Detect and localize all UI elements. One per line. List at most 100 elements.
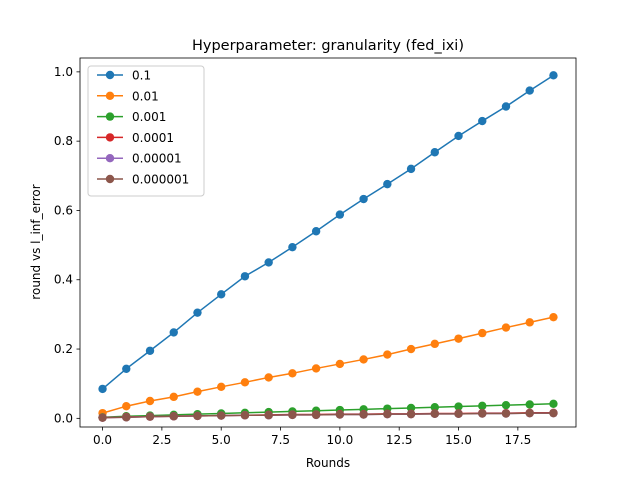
legend-label: 0.1 [132,69,151,83]
data-point [406,344,416,354]
axes-frame [79,57,577,428]
data-point [501,102,511,111]
legend-label: 0.00001 [132,152,182,166]
data-point [98,413,107,422]
data-point [288,369,297,378]
data-point [359,410,368,419]
data-point [501,400,511,410]
y-tick-label: 0.8 [54,134,73,148]
data-point [549,71,558,80]
data-point [525,86,534,95]
data-point [288,410,297,420]
data-point [98,384,107,394]
data-point [264,373,273,382]
data-point [217,382,226,392]
data-point [311,410,321,420]
legend-marker [105,91,115,101]
x-tick-label: 2.5 [152,433,171,447]
data-point [217,411,226,420]
data-point [335,410,345,419]
data-point [406,409,416,419]
data-point [549,312,558,322]
y-tick-label: 0.2 [54,342,73,356]
data-point [193,387,202,396]
data-point [501,409,511,418]
data-point [525,408,534,418]
y-tick-label: 0.4 [54,273,73,287]
x-tick-label: 5.0 [212,433,231,447]
legend-item: 0.1 [97,69,151,83]
data-point [311,227,321,236]
legend-box [87,65,205,197]
y-axis: 0.0 0.2 0.4 0.6 0.8 1.0 [54,65,80,425]
legend-item: 0.01 [97,89,159,103]
x-axis: 0.0 2.5 5.0 7.5 10.0 12.5 15.0 17.5 [93,427,531,447]
data-point [383,179,392,189]
x-axis-label: Rounds [306,456,350,470]
legend-marker [105,174,115,184]
legend-label: 0.01 [132,89,159,103]
data-point [264,258,273,267]
data-point [549,408,558,418]
y-tick-label: 0.6 [54,203,73,217]
y-tick-label: 1.0 [54,65,73,79]
y-tick-label: 0.0 [54,411,73,425]
data-point [430,148,439,157]
data-point [240,378,250,387]
data-point [383,409,392,419]
x-tick-label: 7.5 [271,433,290,447]
data-point [169,328,178,337]
data-point [122,413,131,422]
data-point [122,402,131,411]
plot-area [79,57,577,428]
data-point [240,272,250,281]
data-point [145,346,155,355]
x-tick-label: 10.0 [327,433,354,447]
legend-item: 0.000001 [97,173,189,187]
data-point [145,412,155,421]
legend-label: 0.001 [132,110,166,124]
data-point [525,318,534,327]
x-tick-label: 17.5 [504,433,531,447]
legend-label: 0.0001 [132,131,174,145]
x-tick-label: 12.5 [386,433,413,447]
series-1 [98,312,558,418]
data-point [478,409,487,418]
data-point [430,403,439,412]
data-point [430,409,439,419]
data-point [406,164,416,174]
data-point [478,116,487,126]
data-point [430,339,439,349]
data-point [169,412,178,421]
legend-item: 0.00001 [97,152,182,166]
legend-item: 0.001 [97,110,166,124]
data-point [406,403,416,413]
data-point [454,334,463,343]
series-0 [98,71,558,394]
legend-item: 0.0001 [97,131,174,145]
data-point [359,194,368,204]
data-point [193,308,202,317]
data-point [501,323,511,332]
data-point [145,396,155,406]
data-point [454,402,463,411]
data-point [383,350,392,359]
data-point [169,392,178,402]
series-line [102,74,554,390]
legend: 0.1 0.01 0.001 0.0001 0.00001 0.000001 [87,65,205,197]
chart-title: Hyperparameter: granularity (fed_ixi) [192,38,464,54]
data-point [264,411,273,420]
data-point [525,400,534,409]
data-point [122,364,131,373]
data-point [217,290,226,299]
x-tick-label: 15.0 [445,433,472,447]
legend-marker [105,70,115,80]
data-point [193,411,202,421]
legend-marker [105,112,115,121]
data-point [454,409,463,419]
data-point [240,411,250,420]
data-point [478,401,487,411]
legend-marker [105,154,115,163]
